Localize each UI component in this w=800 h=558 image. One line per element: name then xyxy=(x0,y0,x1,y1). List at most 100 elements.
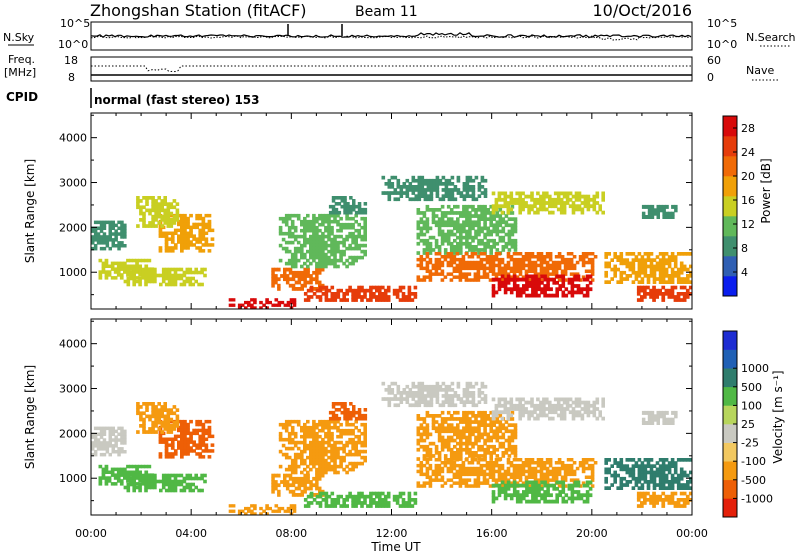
heatmap-cell xyxy=(558,252,562,256)
heatmap-cell xyxy=(502,239,506,243)
heatmap-cell xyxy=(511,245,515,249)
heatmap-cell xyxy=(123,244,127,248)
heatmap-cell xyxy=(309,281,313,285)
heatmap-cell xyxy=(289,284,293,288)
heatmap-cell xyxy=(148,224,152,228)
heatmap-cell xyxy=(483,442,487,446)
heatmap-cell xyxy=(632,252,636,256)
heatmap-cell xyxy=(417,227,421,231)
heatmap-cell xyxy=(441,272,445,276)
heatmap-cell xyxy=(414,492,418,496)
heatmap-cell xyxy=(457,179,461,183)
heatmap-cell xyxy=(345,498,349,502)
heatmap-cell xyxy=(279,259,283,263)
heatmap-cell xyxy=(94,453,98,457)
heatmap-cell xyxy=(315,277,319,281)
heatmap-cell xyxy=(324,435,328,439)
heatmap-cell xyxy=(282,444,286,448)
heatmap-cell xyxy=(429,484,433,488)
heatmap-cell xyxy=(229,304,233,307)
heatmap-cell xyxy=(468,236,472,240)
colorbar-swatch xyxy=(723,216,737,236)
heatmap-cell xyxy=(565,287,569,291)
heatmap-cell xyxy=(483,252,487,256)
heatmap-cell xyxy=(364,408,368,412)
heatmap-cell xyxy=(650,252,654,256)
colorbar-swatch xyxy=(723,256,737,276)
heatmap-cell xyxy=(516,500,520,504)
heatmap-cell xyxy=(186,452,190,456)
heatmap-cell xyxy=(208,455,212,459)
heatmap-cell xyxy=(154,405,158,409)
heatmap-cell xyxy=(471,255,475,259)
heatmap-cell xyxy=(339,217,343,221)
heatmap-cell xyxy=(282,247,286,251)
heatmap-cell xyxy=(387,298,391,302)
colorbar-swatch xyxy=(723,116,737,136)
heatmap-cell xyxy=(498,287,502,291)
heatmap-cell xyxy=(202,249,206,253)
nsky-trace xyxy=(91,33,691,37)
station-title: Zhongshan Station (fitACF) xyxy=(90,1,307,20)
heatmap-cell xyxy=(420,278,424,282)
heatmap-cell xyxy=(498,252,502,256)
heatmap-cell xyxy=(492,451,496,455)
heatmap-cell xyxy=(120,482,124,486)
heatmap-cell xyxy=(417,417,421,421)
heatmap-cell xyxy=(514,454,518,458)
heatmap-cell xyxy=(441,470,445,474)
heatmap-region xyxy=(304,492,417,508)
heatmap-cell xyxy=(519,458,523,462)
heatmap-cell xyxy=(163,215,167,219)
heatmap-cell xyxy=(277,483,281,487)
heatmap-cell xyxy=(303,277,307,281)
heatmap-region xyxy=(91,427,127,457)
heatmap-cell xyxy=(459,457,463,461)
heatmap-cell xyxy=(174,246,178,250)
heatmap-cell xyxy=(511,439,515,443)
heatmap-cell xyxy=(351,453,355,457)
heatmap-cell xyxy=(430,403,434,407)
heatmap-cell xyxy=(483,433,487,437)
heatmap-cell xyxy=(363,450,367,454)
heatmap-cell xyxy=(310,289,314,293)
heatmap-cell xyxy=(387,495,391,499)
heatmap-region xyxy=(604,252,692,284)
heatmap-cell xyxy=(501,211,505,215)
heatmap-cell xyxy=(309,462,313,466)
heatmap-cell xyxy=(351,217,355,221)
heatmap-cell xyxy=(492,217,496,221)
heatmap-cell xyxy=(200,283,204,287)
heatmap-cell xyxy=(456,205,460,209)
beam-label: Beam 11 xyxy=(355,4,418,20)
heatmap-cell xyxy=(103,433,107,437)
heatmap-cell xyxy=(211,435,215,439)
heatmap-cell xyxy=(417,251,421,255)
heatmap-cell xyxy=(229,298,233,301)
heatmap-cell xyxy=(489,457,493,461)
heatmap-cell xyxy=(154,224,158,228)
heatmap-cell xyxy=(583,294,587,298)
heatmap-cell xyxy=(604,461,608,465)
heatmap-cell xyxy=(139,199,143,203)
heatmap-cell xyxy=(574,490,578,494)
heatmap-cell xyxy=(174,452,178,456)
heatmap-cell xyxy=(683,252,687,256)
heatmap-cell xyxy=(364,202,368,206)
heatmap-cell xyxy=(589,275,593,279)
heatmap-cell xyxy=(610,277,614,281)
heatmap-cell xyxy=(277,277,281,281)
heatmap-cell xyxy=(417,211,421,215)
heatmap-cell xyxy=(468,411,472,415)
heatmap-cell xyxy=(438,252,442,256)
heatmap-cell xyxy=(507,287,511,291)
heatmap-cell xyxy=(429,278,433,282)
heatmap-region xyxy=(136,402,179,434)
heatmap-cell xyxy=(468,442,472,446)
heatmap-cell xyxy=(253,507,257,510)
heatmap-cell xyxy=(176,424,180,428)
heatmap-cell xyxy=(644,258,648,262)
freq-tick-top: 18 xyxy=(64,54,78,67)
power-ylabel: Slant Range [km] xyxy=(23,159,37,263)
heatmap-cell xyxy=(459,251,463,255)
